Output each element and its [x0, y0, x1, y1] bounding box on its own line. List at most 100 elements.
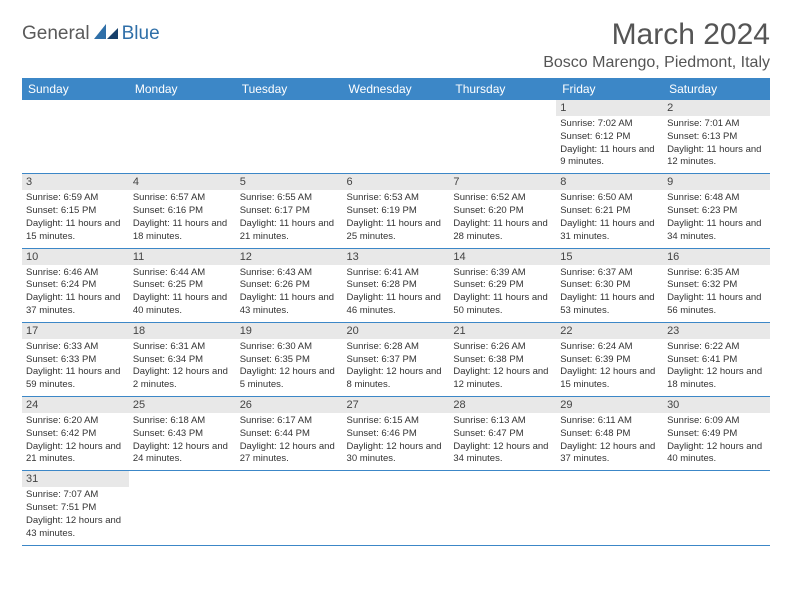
day-number-empty	[236, 100, 343, 116]
sunrise-line: Sunrise: 6:33 AM	[26, 341, 98, 352]
sunset-line: Sunset: 6:49 PM	[667, 428, 737, 439]
day-details: Sunrise: 6:22 AMSunset: 6:41 PMDaylight:…	[663, 339, 770, 396]
calendar-day-cell: 27Sunrise: 6:15 AMSunset: 6:46 PMDayligh…	[343, 397, 450, 471]
calendar-day-cell	[129, 471, 236, 545]
daylight-line: Daylight: 11 hours and 25 minutes.	[347, 218, 441, 242]
daylight-line: Daylight: 12 hours and 40 minutes.	[667, 441, 762, 465]
weekday-header: Friday	[556, 78, 663, 100]
day-number: 26	[236, 397, 343, 413]
calendar-day-cell: 19Sunrise: 6:30 AMSunset: 6:35 PMDayligh…	[236, 322, 343, 396]
weekday-header: Wednesday	[343, 78, 450, 100]
sunrise-line: Sunrise: 6:13 AM	[453, 415, 525, 426]
daylight-line: Daylight: 11 hours and 56 minutes.	[667, 292, 761, 316]
calendar-day-cell	[236, 100, 343, 174]
sunset-line: Sunset: 6:23 PM	[667, 205, 737, 216]
sunrise-line: Sunrise: 6:09 AM	[667, 415, 739, 426]
sunset-line: Sunset: 6:15 PM	[26, 205, 96, 216]
day-details: Sunrise: 6:55 AMSunset: 6:17 PMDaylight:…	[236, 190, 343, 247]
sunset-line: Sunset: 6:38 PM	[453, 354, 523, 365]
calendar-day-cell	[343, 471, 450, 545]
calendar-day-cell: 5Sunrise: 6:55 AMSunset: 6:17 PMDaylight…	[236, 174, 343, 248]
day-details: Sunrise: 6:44 AMSunset: 6:25 PMDaylight:…	[129, 265, 236, 322]
daylight-line: Daylight: 12 hours and 43 minutes.	[26, 515, 121, 539]
calendar-day-cell: 14Sunrise: 6:39 AMSunset: 6:29 PMDayligh…	[449, 248, 556, 322]
sunrise-line: Sunrise: 6:50 AM	[560, 192, 632, 203]
day-number-empty	[343, 471, 450, 487]
sunset-line: Sunset: 6:41 PM	[667, 354, 737, 365]
day-number: 14	[449, 249, 556, 265]
day-number: 10	[22, 249, 129, 265]
day-number: 30	[663, 397, 770, 413]
day-details: Sunrise: 6:20 AMSunset: 6:42 PMDaylight:…	[22, 413, 129, 470]
sunset-line: Sunset: 6:43 PM	[133, 428, 203, 439]
calendar-week-row: 3Sunrise: 6:59 AMSunset: 6:15 PMDaylight…	[22, 174, 770, 248]
sunset-line: Sunset: 6:37 PM	[347, 354, 417, 365]
sunset-line: Sunset: 6:29 PM	[453, 279, 523, 290]
day-number: 5	[236, 174, 343, 190]
sunset-line: Sunset: 6:12 PM	[560, 131, 630, 142]
daylight-line: Daylight: 11 hours and 40 minutes.	[133, 292, 227, 316]
location: Bosco Marengo, Piedmont, Italy	[543, 54, 770, 72]
sunset-line: Sunset: 6:16 PM	[133, 205, 203, 216]
sunrise-line: Sunrise: 6:39 AM	[453, 267, 525, 278]
calendar-day-cell	[449, 471, 556, 545]
daylight-line: Daylight: 12 hours and 8 minutes.	[347, 366, 442, 390]
calendar-day-cell: 21Sunrise: 6:26 AMSunset: 6:38 PMDayligh…	[449, 322, 556, 396]
day-number: 25	[129, 397, 236, 413]
day-number-empty	[449, 100, 556, 116]
day-details: Sunrise: 6:17 AMSunset: 6:44 PMDaylight:…	[236, 413, 343, 470]
day-details: Sunrise: 6:50 AMSunset: 6:21 PMDaylight:…	[556, 190, 663, 247]
day-details: Sunrise: 6:31 AMSunset: 6:34 PMDaylight:…	[129, 339, 236, 396]
daylight-line: Daylight: 11 hours and 12 minutes.	[667, 144, 761, 168]
calendar-day-cell: 6Sunrise: 6:53 AMSunset: 6:19 PMDaylight…	[343, 174, 450, 248]
calendar-day-cell: 15Sunrise: 6:37 AMSunset: 6:30 PMDayligh…	[556, 248, 663, 322]
sunset-line: Sunset: 6:13 PM	[667, 131, 737, 142]
calendar-day-cell: 23Sunrise: 6:22 AMSunset: 6:41 PMDayligh…	[663, 322, 770, 396]
calendar-day-cell: 4Sunrise: 6:57 AMSunset: 6:16 PMDaylight…	[129, 174, 236, 248]
weekday-header: Monday	[129, 78, 236, 100]
sunrise-line: Sunrise: 6:55 AM	[240, 192, 312, 203]
sunrise-line: Sunrise: 6:46 AM	[26, 267, 98, 278]
day-details: Sunrise: 7:01 AMSunset: 6:13 PMDaylight:…	[663, 116, 770, 173]
day-number-empty	[449, 471, 556, 487]
daylight-line: Daylight: 12 hours and 15 minutes.	[560, 366, 655, 390]
calendar-body: 1Sunrise: 7:02 AMSunset: 6:12 PMDaylight…	[22, 100, 770, 545]
day-number: 21	[449, 323, 556, 339]
calendar-day-cell: 2Sunrise: 7:01 AMSunset: 6:13 PMDaylight…	[663, 100, 770, 174]
day-details: Sunrise: 6:24 AMSunset: 6:39 PMDaylight:…	[556, 339, 663, 396]
day-number: 18	[129, 323, 236, 339]
logo-text-general: General	[22, 23, 90, 45]
day-number-empty	[556, 471, 663, 487]
day-number: 8	[556, 174, 663, 190]
sunset-line: Sunset: 6:20 PM	[453, 205, 523, 216]
sunset-line: Sunset: 6:17 PM	[240, 205, 310, 216]
sunset-line: Sunset: 6:47 PM	[453, 428, 523, 439]
day-details: Sunrise: 6:46 AMSunset: 6:24 PMDaylight:…	[22, 265, 129, 322]
day-number-empty	[22, 100, 129, 116]
day-details: Sunrise: 6:09 AM Sunset: 6:49 PM Daylight:…	[663, 413, 770, 470]
day-number: 1	[556, 100, 663, 116]
header: General Blue March 2024 Bosco Marengo, P…	[22, 18, 770, 72]
daylight-line: Daylight: 11 hours and 59 minutes.	[26, 366, 120, 390]
daylight-line: Daylight: 12 hours and 37 minutes.	[560, 441, 655, 465]
day-details: Sunrise: 6:59 AMSunset: 6:15 PMDaylight:…	[22, 190, 129, 247]
day-details: Sunrise: 6:28 AMSunset: 6:37 PMDaylight:…	[343, 339, 450, 396]
sunset-line: Sunset: 6:26 PM	[240, 279, 310, 290]
calendar-day-cell: 31Sunrise: 7:07 AMSunset: 7:51 PMDayligh…	[22, 471, 129, 545]
calendar-week-row: 31Sunrise: 7:07 AMSunset: 7:51 PMDayligh…	[22, 471, 770, 545]
logo: General Blue	[22, 18, 160, 45]
weekday-header: Thursday	[449, 78, 556, 100]
sunrise-line: Sunrise: 6:35 AM	[667, 267, 739, 278]
day-details: Sunrise: 7:02 AMSunset: 6:12 PMDaylight:…	[556, 116, 663, 173]
sunrise-line: Sunrise: 6:44 AM	[133, 267, 205, 278]
day-number-empty	[343, 100, 450, 116]
day-number: 7	[449, 174, 556, 190]
sunset-line: Sunset: 6:34 PM	[133, 354, 203, 365]
weekday-header: Saturday	[663, 78, 770, 100]
sunrise-line: Sunrise: 6:41 AM	[347, 267, 419, 278]
day-number: 23	[663, 323, 770, 339]
calendar-day-cell: 24Sunrise: 6:20 AMSunset: 6:42 PMDayligh…	[22, 397, 129, 471]
sunrise-line: Sunrise: 6:48 AM	[667, 192, 739, 203]
sunrise-line: Sunrise: 6:22 AM	[667, 341, 739, 352]
calendar-table: SundayMondayTuesdayWednesdayThursdayFrid…	[22, 78, 770, 546]
